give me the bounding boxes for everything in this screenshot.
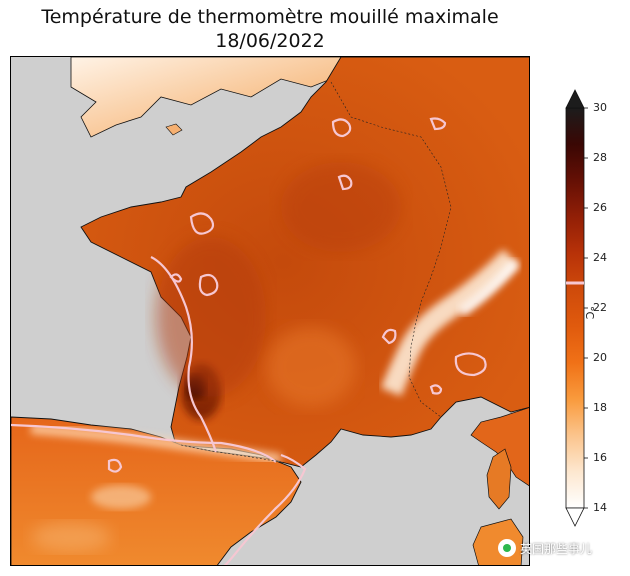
italy-landmass <box>470 407 529 487</box>
watermark: 英国那些事儿 <box>498 538 592 558</box>
channel-island-1 <box>165 123 183 136</box>
colorbar-tick-label: 16 <box>593 451 607 464</box>
map-title: Température de thermomètre mouillé maxim… <box>41 6 499 28</box>
colorbar-tick-label: 14 <box>593 501 607 514</box>
wet-bulb-temperature-map <box>10 56 530 566</box>
country-borders <box>180 81 452 463</box>
watermark-text: 英国那些事儿 <box>520 541 593 556</box>
colorbar-tick-label: 24 <box>593 251 607 264</box>
colorbar-tick-label: 18 <box>593 401 607 414</box>
warm-belt-atlantic <box>156 237 266 397</box>
colorbar-tick-label: 28 <box>593 151 607 164</box>
cooler-massif-central <box>266 327 356 407</box>
pyrenees-cool-band <box>30 424 282 464</box>
colorbar-min-extension <box>565 507 585 527</box>
map-date: 18/06/2022 <box>215 30 325 52</box>
colorbar-tick-label: 26 <box>593 201 607 214</box>
colorbar-max-extension <box>565 89 585 109</box>
colorbar-gradient <box>565 107 585 509</box>
wechat-logo-icon <box>498 539 516 557</box>
colorbar-unit-label: °C <box>583 306 596 320</box>
colorbar-tick-label: 20 <box>593 351 607 364</box>
alps-cool-band <box>380 249 519 397</box>
isotherm-contours <box>11 117 487 565</box>
colorbar-tick-label: 30 <box>593 101 607 114</box>
britain-landmass <box>70 57 342 138</box>
colorbar-tick-label: 22 <box>593 301 607 314</box>
colorbar: 30 28 26 24 22 20 18 16 14 <box>558 88 628 538</box>
corsica-island <box>486 448 512 510</box>
